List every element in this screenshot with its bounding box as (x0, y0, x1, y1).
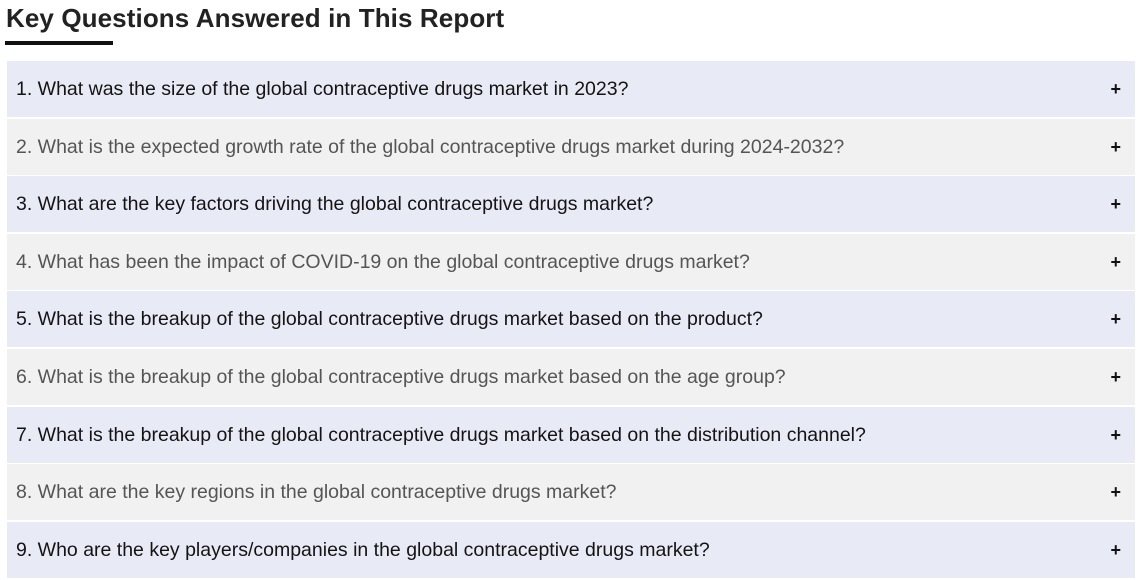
plus-icon[interactable]: + (1110, 482, 1121, 503)
faq-question: 3. What are the key factors driving the … (16, 193, 654, 216)
plus-icon[interactable]: + (1110, 366, 1121, 387)
faq-item-8[interactable]: 8. What are the key regions in the globa… (7, 464, 1135, 521)
faq-question: 2. What is the expected growth rate of t… (16, 135, 845, 158)
faq-question: 8. What are the key regions in the globa… (16, 481, 617, 504)
plus-icon[interactable]: + (1110, 424, 1121, 445)
faq-item-7[interactable]: 7. What is the breakup of the global con… (7, 406, 1135, 463)
title-underline (5, 41, 113, 45)
plus-icon[interactable]: + (1110, 194, 1121, 215)
faq-item-9[interactable]: 9. Who are the key players/companies in … (7, 521, 1135, 578)
faq-item-1[interactable]: 1. What was the size of the global contr… (7, 61, 1135, 117)
plus-icon[interactable]: + (1110, 136, 1121, 157)
plus-icon[interactable]: + (1110, 251, 1121, 272)
faq-item-2[interactable]: 2. What is the expected growth rate of t… (7, 118, 1135, 175)
faq-question: 5. What is the breakup of the global con… (16, 308, 763, 331)
faq-item-5[interactable]: 5. What is the breakup of the global con… (7, 291, 1135, 348)
faq-question: 7. What is the breakup of the global con… (16, 423, 866, 446)
plus-icon[interactable]: + (1110, 79, 1121, 99)
faq-item-4[interactable]: 4. What has been the impact of COVID-19 … (7, 233, 1135, 290)
faq-question: 9. Who are the key players/companies in … (16, 538, 710, 561)
faq-accordion: 1. What was the size of the global contr… (7, 61, 1135, 579)
faq-question: 1. What was the size of the global contr… (16, 78, 629, 100)
plus-icon[interactable]: + (1110, 309, 1121, 330)
faq-question: 4. What has been the impact of COVID-19 … (16, 250, 750, 273)
faq-item-6[interactable]: 6. What is the breakup of the global con… (7, 348, 1135, 405)
section-title: Key Questions Answered in This Report (6, 3, 505, 33)
plus-icon[interactable]: + (1110, 539, 1121, 560)
faq-question: 6. What is the breakup of the global con… (16, 365, 786, 388)
faq-item-3[interactable]: 3. What are the key factors driving the … (7, 176, 1135, 233)
